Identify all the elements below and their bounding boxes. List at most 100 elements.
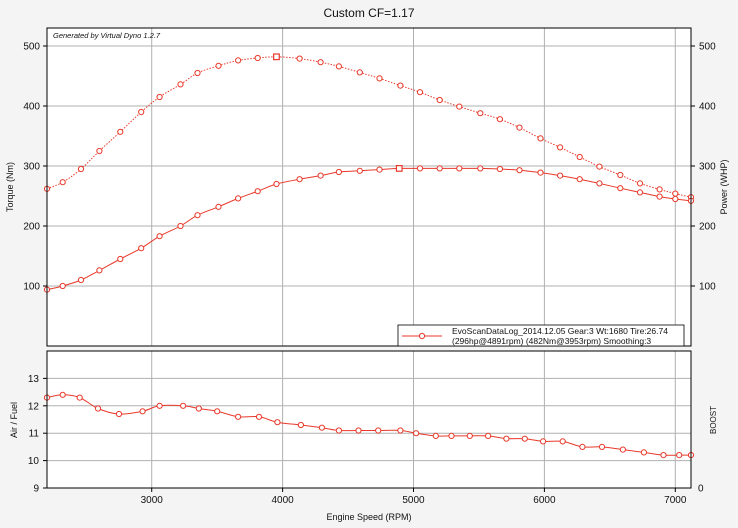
torque-data-point xyxy=(77,276,85,284)
torque-data-point xyxy=(672,195,679,203)
torque-tick-label: 100 xyxy=(23,282,40,293)
torque-data-point xyxy=(59,282,66,290)
torque-data-point xyxy=(436,165,443,172)
power-data-point xyxy=(596,163,603,170)
air-fuel-data-point xyxy=(318,424,325,431)
torque-data-point xyxy=(215,203,222,210)
air-fuel-data-point xyxy=(235,413,242,420)
torque-data-point xyxy=(254,188,261,195)
torque-tick-label: 300 xyxy=(23,162,40,173)
air-fuel-data-point xyxy=(660,452,667,459)
air-fuel-data-point xyxy=(297,421,304,429)
rpm-axis-label: Engine Speed (RPM) xyxy=(326,512,411,522)
power-tick-label: 500 xyxy=(699,42,716,53)
power-data-point xyxy=(456,103,463,110)
power-data-point xyxy=(215,62,222,69)
bottom-plot-frame xyxy=(46,350,692,489)
power-data-point xyxy=(117,128,124,135)
air-fuel-tick-label: 9 xyxy=(33,484,39,495)
air-fuel-data-point xyxy=(156,402,163,409)
air-fuel-panel: 9 10 11 12 13 0 3000 4000 5000 6000 7000 Air / F… xyxy=(9,350,718,522)
legend-text-line-2: (296hp@4891rpm) (482Nm@3953rpm) Smoothin… xyxy=(452,336,651,346)
power-data-point xyxy=(254,54,261,62)
rpm-tick-label: 4000 xyxy=(271,495,294,506)
torque-data-point xyxy=(296,176,303,183)
air-fuel-tick-label: 10 xyxy=(28,456,40,467)
air-fuel-data-point xyxy=(180,402,187,409)
torque-data-point xyxy=(356,167,363,174)
air-fuel-data-point xyxy=(274,419,281,426)
power-data-point xyxy=(317,59,324,66)
power-data-point xyxy=(397,82,404,89)
torque-data-point xyxy=(376,166,383,173)
power-data-point xyxy=(416,89,424,96)
torque-data-point xyxy=(416,165,424,172)
power-tick-label: 100 xyxy=(699,282,716,293)
torque-data-point xyxy=(576,176,583,183)
power-axis-ticks: 100 200 300 400 500 xyxy=(691,42,716,293)
torque-power-panel: 100 200 300 400 500 100 200 300 400 500 Generate… xyxy=(5,27,729,347)
air-fuel-data-point xyxy=(485,432,492,439)
rpm-tick-label: 7000 xyxy=(664,495,687,506)
boost-axis-ticks: 0 xyxy=(698,484,704,495)
air-fuel-data-point xyxy=(255,413,263,420)
rpm-tick-label: 5000 xyxy=(402,495,425,506)
air-fuel-data-point xyxy=(579,443,586,450)
torque-data-point xyxy=(273,180,280,188)
legend-text-line-1: EvoScanDataLog_2014.12.05 Gear:3 Wt:1680… xyxy=(452,326,668,336)
torque-data-point xyxy=(617,185,624,192)
power-tick-label: 200 xyxy=(699,222,716,233)
air-fuel-data-point xyxy=(115,410,123,418)
boost-tick-label: 0 xyxy=(698,484,704,495)
power-data-point xyxy=(335,63,342,70)
top-plot-frame xyxy=(46,27,692,347)
power-data-point xyxy=(296,55,303,62)
air-fuel-data-point xyxy=(59,391,66,398)
rpm-tick-label: 6000 xyxy=(533,495,556,506)
torque-data-point xyxy=(496,165,503,173)
torque-data-point xyxy=(477,165,484,172)
air-fuel-data-point xyxy=(375,427,382,434)
power-data-point xyxy=(636,180,644,187)
power-data-point xyxy=(516,124,523,131)
rpm-axis-ticks: 3000 4000 5000 6000 7000 xyxy=(141,488,687,506)
torque-data-point xyxy=(335,168,342,176)
air-fuel-axis-label: Air / Fuel xyxy=(9,402,19,438)
power-data-point xyxy=(656,186,663,193)
air-fuel-data-point xyxy=(448,432,455,439)
air-fuel-data-point xyxy=(413,430,420,437)
torque-tick-label: 400 xyxy=(23,102,40,113)
air-fuel-axis-ticks: 9 10 11 12 13 xyxy=(28,374,47,495)
air-fuel-data-point xyxy=(540,438,547,445)
torque-data-point xyxy=(138,245,145,252)
peak-marker xyxy=(273,53,280,61)
torque-curve-line xyxy=(46,167,692,291)
torque-data-point xyxy=(96,267,103,274)
power-data-point xyxy=(77,165,85,173)
air-fuel-data-point xyxy=(214,408,221,415)
peak-marker xyxy=(395,165,403,172)
power-tick-label: 300 xyxy=(699,162,716,173)
power-data-point xyxy=(496,116,503,123)
torque-data-point xyxy=(194,212,201,219)
torque-data-point xyxy=(177,222,184,230)
torque-axis-label: Torque (Nm) xyxy=(5,162,15,212)
legend: EvoScanDataLog_2014.12.05 Gear:3 Wt:1680… xyxy=(397,324,685,347)
power-data-point xyxy=(537,135,544,142)
power-tick-label: 400 xyxy=(699,102,716,113)
boost-axis-label: BOOST xyxy=(709,406,718,434)
torque-tick-label: 500 xyxy=(23,42,40,53)
power-data-point xyxy=(557,144,564,151)
power-data-point xyxy=(194,69,201,77)
torque-data-point xyxy=(456,165,463,172)
chart-title: Custom CF=1.17 xyxy=(323,6,414,20)
air-fuel-data-point xyxy=(619,446,627,453)
torque-data-point xyxy=(656,193,663,200)
air-fuel-tick-label: 11 xyxy=(29,429,40,440)
air-fuel-data-point xyxy=(676,452,683,459)
torque-data-point xyxy=(537,169,544,176)
power-data-point xyxy=(235,57,242,64)
air-fuel-data-point xyxy=(397,427,404,434)
power-data-point xyxy=(138,108,145,116)
